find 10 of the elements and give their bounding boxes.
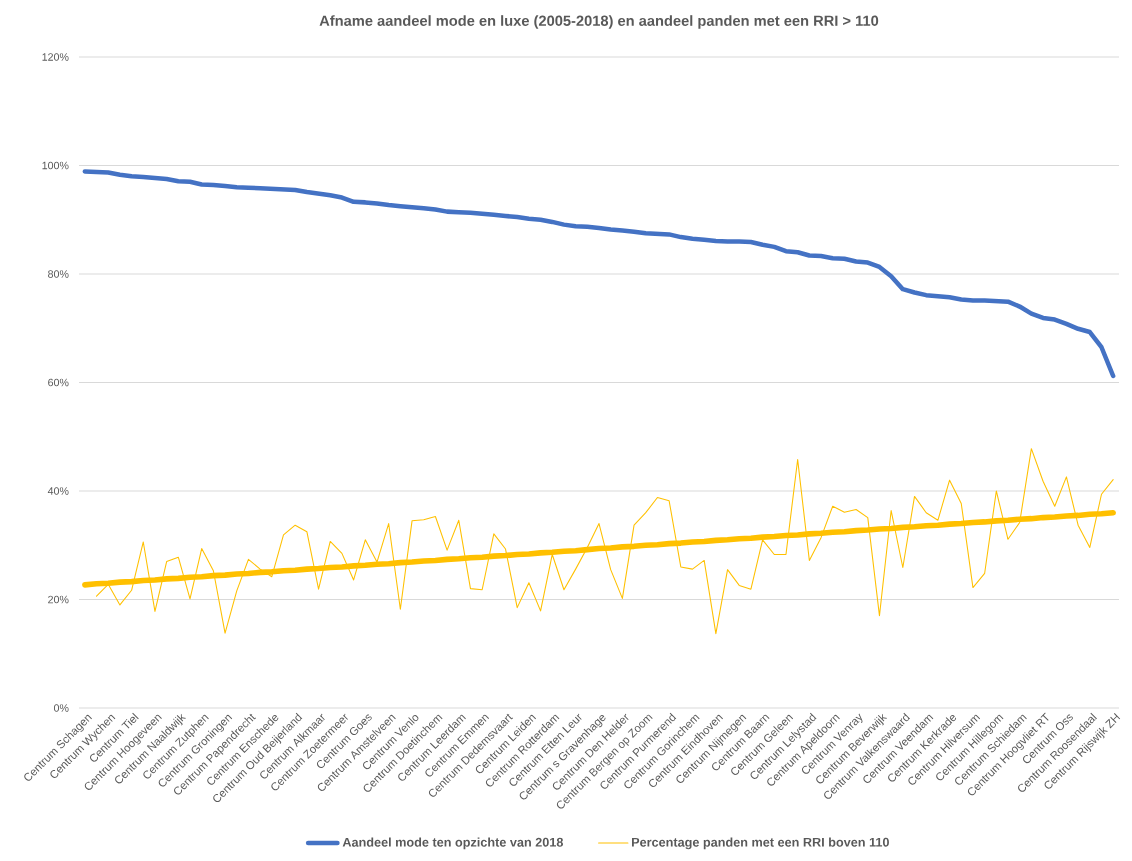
y-tick-label: 100% bbox=[42, 161, 69, 170]
chart-title: Afname aandeel mode en luxe (2005-2018) en aandeel panden met een RRI > 110 bbox=[319, 15, 879, 29]
y-tick-label: 0% bbox=[53, 704, 69, 712]
y-tick-label: 80% bbox=[48, 270, 69, 278]
y-tick-label: 120% bbox=[42, 53, 69, 61]
legend-label: Aandeel mode ten opzichte van 2018 bbox=[342, 837, 563, 850]
y-tick-label: 60% bbox=[48, 378, 69, 387]
y-tick-label: 20% bbox=[48, 595, 69, 604]
legend-label: Percentage panden met een RRI boven 110 bbox=[632, 837, 889, 850]
y-tick-label: 40% bbox=[47, 487, 69, 495]
